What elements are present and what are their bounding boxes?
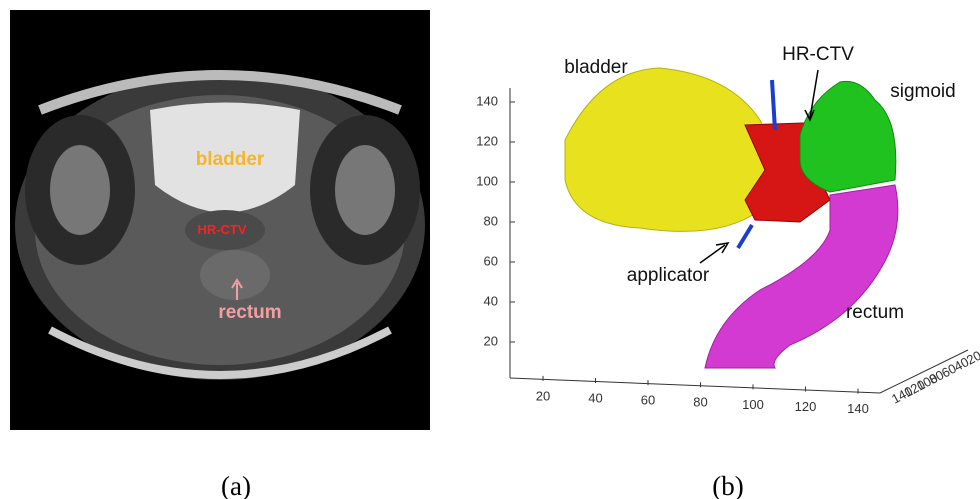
label-sigmoid: sigmoid	[890, 81, 955, 102]
x-tick-label: 100	[742, 397, 764, 412]
label-rectum: rectum	[218, 302, 281, 323]
applicator	[772, 80, 775, 130]
x-tick-label: 80	[693, 395, 707, 410]
caption: (b)	[712, 471, 743, 499]
label-rectum: rectum	[846, 302, 904, 323]
x-tick-label: 60	[641, 393, 655, 408]
label-hr-ctv: HR-CTV	[197, 222, 246, 237]
x-tick-label: 120	[795, 399, 817, 414]
label-bladder: bladder	[564, 57, 628, 78]
mri-image: bladder HR-CTV rectum	[10, 10, 430, 430]
y-tick-label: 120	[476, 133, 498, 148]
x-tick-label: 20	[536, 388, 550, 403]
y-tick-label: 80	[484, 213, 498, 228]
figure: bladder HR-CTV rectum bladder HR-CTV sig…	[0, 0, 980, 499]
y-tick-label: 100	[476, 173, 498, 188]
label-bladder: bladder	[196, 149, 265, 170]
label-applicator: applicator	[627, 265, 710, 286]
label-hr-ctv: HR-CTV	[782, 44, 854, 65]
organs	[565, 68, 898, 368]
y-tick-label: 140	[476, 93, 498, 108]
x-tick-label: 140	[847, 401, 869, 416]
x-tick-label: 40	[588, 390, 602, 405]
y-tick-label: 60	[484, 253, 498, 268]
caption: (a)	[221, 471, 251, 499]
y-tick-label: 40	[484, 293, 498, 308]
y-tick-label: 20	[484, 333, 498, 348]
